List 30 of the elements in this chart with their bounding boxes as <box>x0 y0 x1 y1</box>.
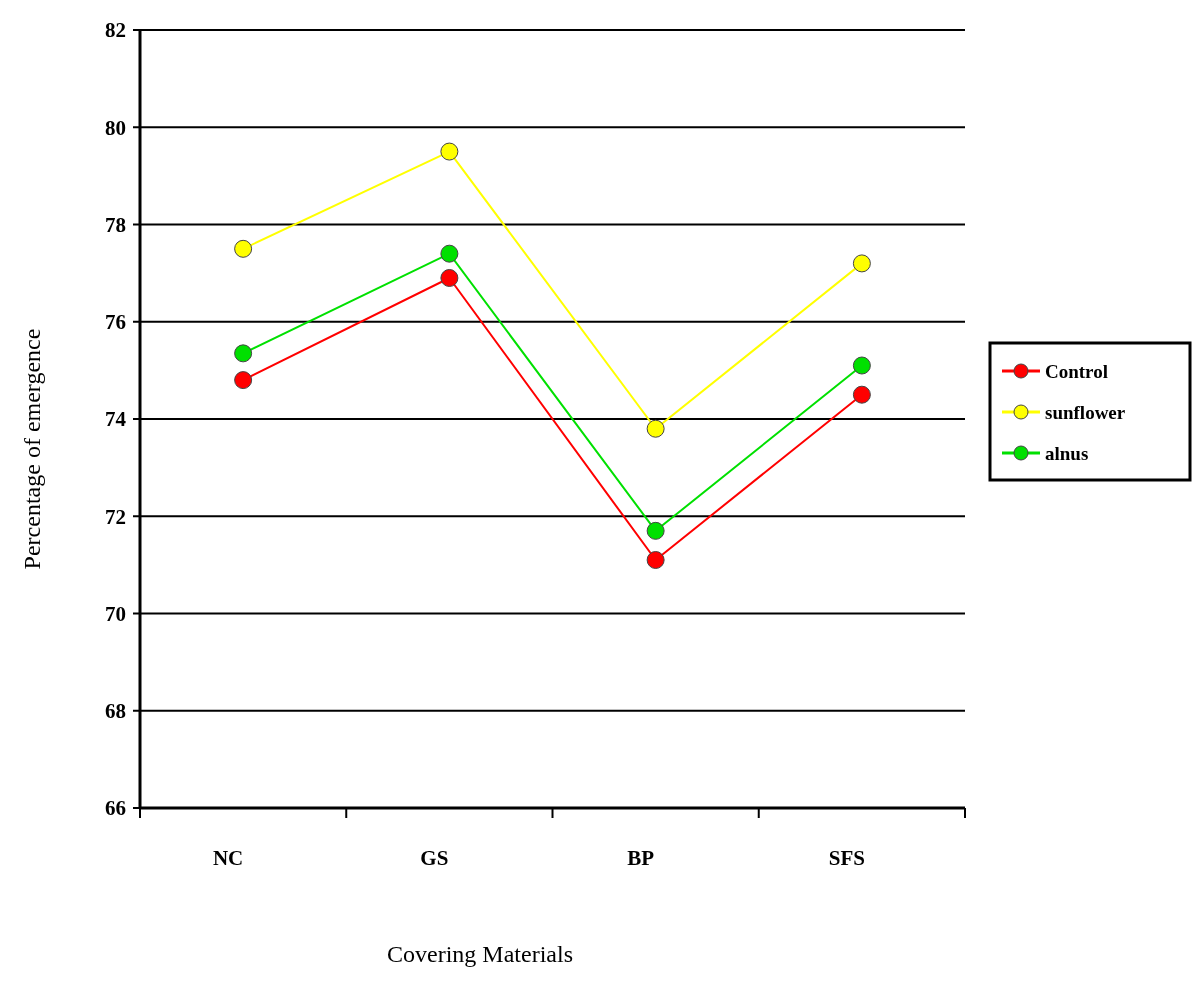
y-axis-title: Percentage of emergence <box>19 328 45 570</box>
point <box>234 239 253 258</box>
legend-label: alnus <box>1045 442 1089 464</box>
y-tick-label: 74 <box>105 407 127 432</box>
point <box>440 244 459 263</box>
legend-label: Control <box>1045 360 1108 382</box>
y-tick-label: 82 <box>105 18 126 43</box>
y-tick-label: 68 <box>105 699 126 724</box>
point <box>646 419 665 438</box>
point <box>852 356 871 375</box>
point <box>852 385 871 404</box>
y-tick-label: 78 <box>105 212 126 237</box>
point <box>440 142 459 161</box>
y-tick-label: 76 <box>105 310 126 335</box>
point <box>234 344 253 363</box>
point <box>440 268 459 287</box>
x-tick-label: BP <box>627 846 655 870</box>
point <box>234 371 253 390</box>
y-tick-label: 70 <box>105 601 126 626</box>
x-tick-label: SFS <box>828 846 865 870</box>
x-tick-label: GS <box>420 846 449 870</box>
legend-label: sunflower <box>1045 401 1126 423</box>
y-tick-label: 72 <box>105 504 126 529</box>
y-tick-label: 66 <box>105 796 126 821</box>
x-tick-label: NC <box>212 846 244 870</box>
point <box>646 521 665 540</box>
point <box>646 551 665 570</box>
point <box>852 254 871 273</box>
x-axis-title: Covering Materials <box>387 941 573 967</box>
y-tick-label: 80 <box>105 115 126 140</box>
